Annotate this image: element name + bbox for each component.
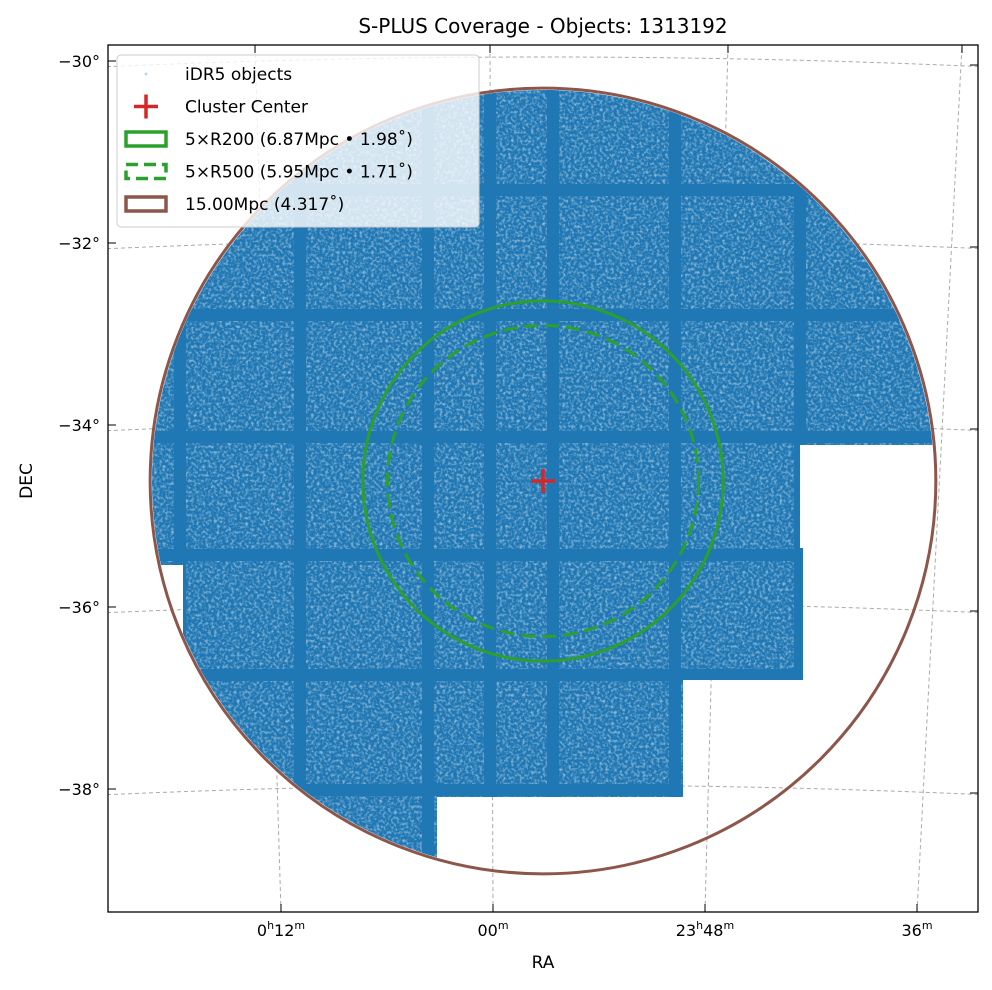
plot-frame — [107, 44, 979, 913]
tile-seam — [669, 90, 681, 865]
y-tick-label: −30° — [58, 52, 100, 71]
tile-seam — [152, 549, 934, 561]
legend-label: 5×R500 (5.95Mpc • 1.71˚) — [185, 162, 413, 183]
x-axis-label: RA — [532, 953, 555, 973]
x-tick-label: 0h12m — [257, 919, 305, 940]
tile-seam — [422, 90, 434, 865]
legend-item: 5×R500 (5.95Mpc • 1.71˚) — [124, 162, 413, 183]
tile-seam — [547, 90, 559, 865]
x-tick-label: 36m — [901, 919, 932, 940]
legend-item: 15.00Mpc (4.317˚) — [124, 194, 344, 215]
legend-label: iDR5 objects — [185, 65, 292, 85]
chart-title: S-PLUS Coverage - Objects: 1313192 — [358, 14, 727, 38]
y-axis-label: DEC — [17, 463, 37, 499]
legend-label: 5×R200 (6.87Mpc • 1.98˚) — [185, 129, 413, 150]
tile-seam — [152, 309, 934, 321]
legend-label: 15.00Mpc (4.317˚) — [185, 194, 344, 215]
x-tick-label: 23h48m — [676, 919, 734, 940]
point-icon — [144, 72, 148, 76]
legend-item: 5×R200 (6.87Mpc • 1.98˚) — [124, 129, 413, 150]
overlays — [148, 86, 938, 876]
x-tick-label: 00m — [477, 919, 508, 940]
tile-seam — [794, 90, 806, 865]
cluster-center-marker — [531, 469, 555, 493]
y-tick-label: −32° — [58, 234, 100, 253]
tile-seam — [152, 431, 934, 443]
y-tick-label: −36° — [58, 598, 100, 617]
tile-seam — [484, 90, 496, 865]
plus-icon — [134, 94, 158, 119]
y-tick-label: −34° — [58, 416, 100, 435]
legend: iDR5 objects Cluster Center 5×R200 (6.87Mp… — [116, 54, 480, 228]
legend-item: Cluster Center — [134, 94, 308, 119]
legend-label: Cluster Center — [185, 98, 308, 118]
radius-circle — [148, 86, 938, 876]
axis-ticks: −30° −32° −34° −36° −38° 0h12m 00m 23h48m 36m — [58, 45, 978, 940]
ra-gridline — [916, 45, 963, 912]
y-tick-label: −38° — [58, 780, 100, 799]
tile-seam — [152, 669, 934, 681]
radius-circle — [361, 299, 725, 663]
radius-circle — [385, 323, 701, 639]
rect-swatch-icon — [124, 162, 168, 181]
rect-swatch-icon — [124, 195, 168, 213]
legend-item: iDR5 objects — [144, 65, 292, 85]
tile-seam — [294, 90, 306, 865]
rect-swatch-icon — [124, 130, 168, 148]
